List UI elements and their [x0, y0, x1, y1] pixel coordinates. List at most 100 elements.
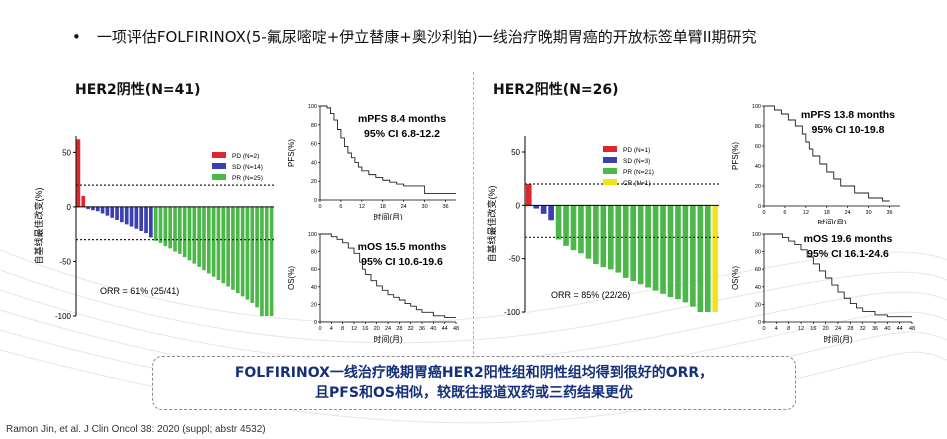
y-tick-label: 80 [755, 124, 761, 130]
legend-swatch-cr [603, 179, 617, 185]
waterfall-bar [221, 206, 226, 284]
waterfall-bar [144, 206, 148, 234]
x-tick-label: 48 [909, 326, 915, 332]
waterfall-bar [182, 206, 187, 258]
waterfall-bar [216, 206, 221, 280]
waterfall-bar [630, 205, 637, 282]
y-tick-label: 20 [311, 302, 317, 308]
waterfall-bar [540, 205, 547, 214]
waterfall-bar [115, 206, 119, 220]
y-axis-label: OS(%) [731, 266, 740, 290]
y-tick-label: 50 [62, 148, 71, 157]
y-tick-label: 0 [67, 203, 72, 212]
waterfall-bar [682, 205, 689, 303]
ci-annotation: 95% CI 10.6-19.6 [361, 256, 443, 268]
x-tick-label: 48 [453, 326, 459, 332]
x-tick-label: 4 [330, 326, 333, 332]
y-tick-label: 60 [755, 144, 761, 150]
y-tick-label: 20 [755, 184, 761, 190]
legend-label-cr: CR (N=1) [623, 180, 651, 187]
waterfall-bar [637, 205, 644, 285]
median-annotation: mOS 19.6 months [804, 233, 893, 245]
x-tick-label: 24 [835, 326, 841, 332]
waterfall-bar [250, 206, 255, 303]
x-tick-label: 32 [408, 326, 414, 332]
waterfall-bar [153, 206, 158, 241]
legend-label-pd: PD (N=2) [232, 153, 259, 160]
x-tick-label: 12 [359, 204, 365, 210]
survival-curve [764, 105, 890, 202]
ci-annotation: 95% CI 10-19.8 [812, 124, 885, 136]
waterfall-bar [149, 206, 153, 238]
legend-swatch-sd [212, 163, 226, 169]
x-tick-label: 40 [430, 326, 436, 332]
y-tick-label: -100 [55, 312, 72, 321]
waterfall-bar [585, 205, 592, 259]
y-axis-label: OS(%) [287, 266, 296, 290]
x-tick-label: 36 [886, 210, 892, 216]
waterfall-bar [260, 206, 264, 316]
median-annotation: mOS 15.5 months [358, 241, 447, 253]
x-axis-label: 时间(月) [373, 212, 403, 220]
waterfall-bar [110, 206, 115, 218]
waterfall-bar [563, 205, 569, 246]
waterfall-bar [86, 206, 90, 210]
waterfall-bar [202, 206, 206, 271]
x-tick-label: 24 [845, 210, 851, 216]
y-tick-label: 80 [755, 250, 761, 256]
y-tick-label: 40 [755, 285, 761, 291]
waterfall-bar [129, 206, 134, 227]
x-tick-label: 0 [762, 326, 765, 332]
waterfall-bar [168, 206, 173, 249]
x-tick-label: 28 [396, 326, 402, 332]
y-tick-label: 0 [758, 204, 761, 210]
y-tick-label: 0 [314, 320, 317, 326]
waterfall-bar [712, 205, 719, 312]
legend-label-pd: PD (N=1) [623, 147, 650, 154]
conclusion-box: FOLFIRINOX一线治疗晚期胃癌HER2阳性组和阴性组均得到很好的ORR， … [152, 356, 796, 410]
y-tick-label: 0 [314, 198, 317, 204]
x-tick-label: 0 [762, 210, 765, 216]
conclusion-line-2: 且PFS和OS相似，较既往报道双药或三药结果更优 [315, 385, 633, 401]
y-tick-label: 100 [308, 232, 317, 238]
x-tick-label: 16 [810, 326, 816, 332]
survival-curve [764, 233, 912, 318]
waterfall-bar [704, 205, 711, 312]
waterfall-bar [690, 205, 696, 307]
x-tick-label: 32 [860, 326, 866, 332]
waterfall-bar [269, 206, 274, 316]
ci-annotation: 95% CI 6.8-12.2 [364, 128, 440, 140]
legend-label-pr: PR (N=21) [623, 169, 654, 176]
y-tick-label: 100 [308, 104, 317, 110]
waterfall-bar [525, 184, 532, 206]
y-tick-label: 20 [755, 302, 761, 308]
waterfall-bar [697, 205, 704, 312]
waterfall-bar [100, 206, 105, 214]
x-tick-label: 20 [374, 326, 380, 332]
x-tick-label: 44 [442, 326, 448, 332]
y-tick-label: 40 [755, 164, 761, 170]
x-tick-label: 6 [783, 210, 786, 216]
x-tick-label: 20 [823, 326, 829, 332]
survival-curve [320, 105, 456, 194]
y-tick-label: 80 [311, 123, 317, 129]
header-bullet-text: • 一项评估FOLFIRINOX(5-氟尿嘧啶+伊立替康+奥沙利铂)一线治疗晚期胃… [72, 26, 757, 47]
y-tick-label: -50 [508, 255, 520, 264]
header-text: 一项评估FOLFIRINOX(5-氟尿嘧啶+伊立替康+奥沙利铂)一线治疗晚期胃癌… [96, 28, 757, 46]
waterfall-bar [124, 206, 129, 225]
waterfall-bar [231, 206, 235, 290]
waterfall-bar [173, 206, 177, 252]
legend-label-pr: PR (N=25) [232, 175, 263, 182]
x-tick-label: 12 [803, 210, 809, 216]
median-annotation: mPFS 13.8 months [801, 109, 895, 121]
y-axis-label: PFS(%) [731, 142, 740, 170]
x-tick-label: 44 [897, 326, 903, 332]
waterfall-bar [177, 206, 182, 254]
x-tick-label: 16 [362, 326, 368, 332]
y-tick-label: 20 [311, 179, 317, 185]
y-tick-label: 80 [311, 250, 317, 256]
x-tick-label: 30 [866, 210, 872, 216]
waterfall-bar [226, 206, 230, 287]
waterfall-bar [622, 205, 629, 278]
